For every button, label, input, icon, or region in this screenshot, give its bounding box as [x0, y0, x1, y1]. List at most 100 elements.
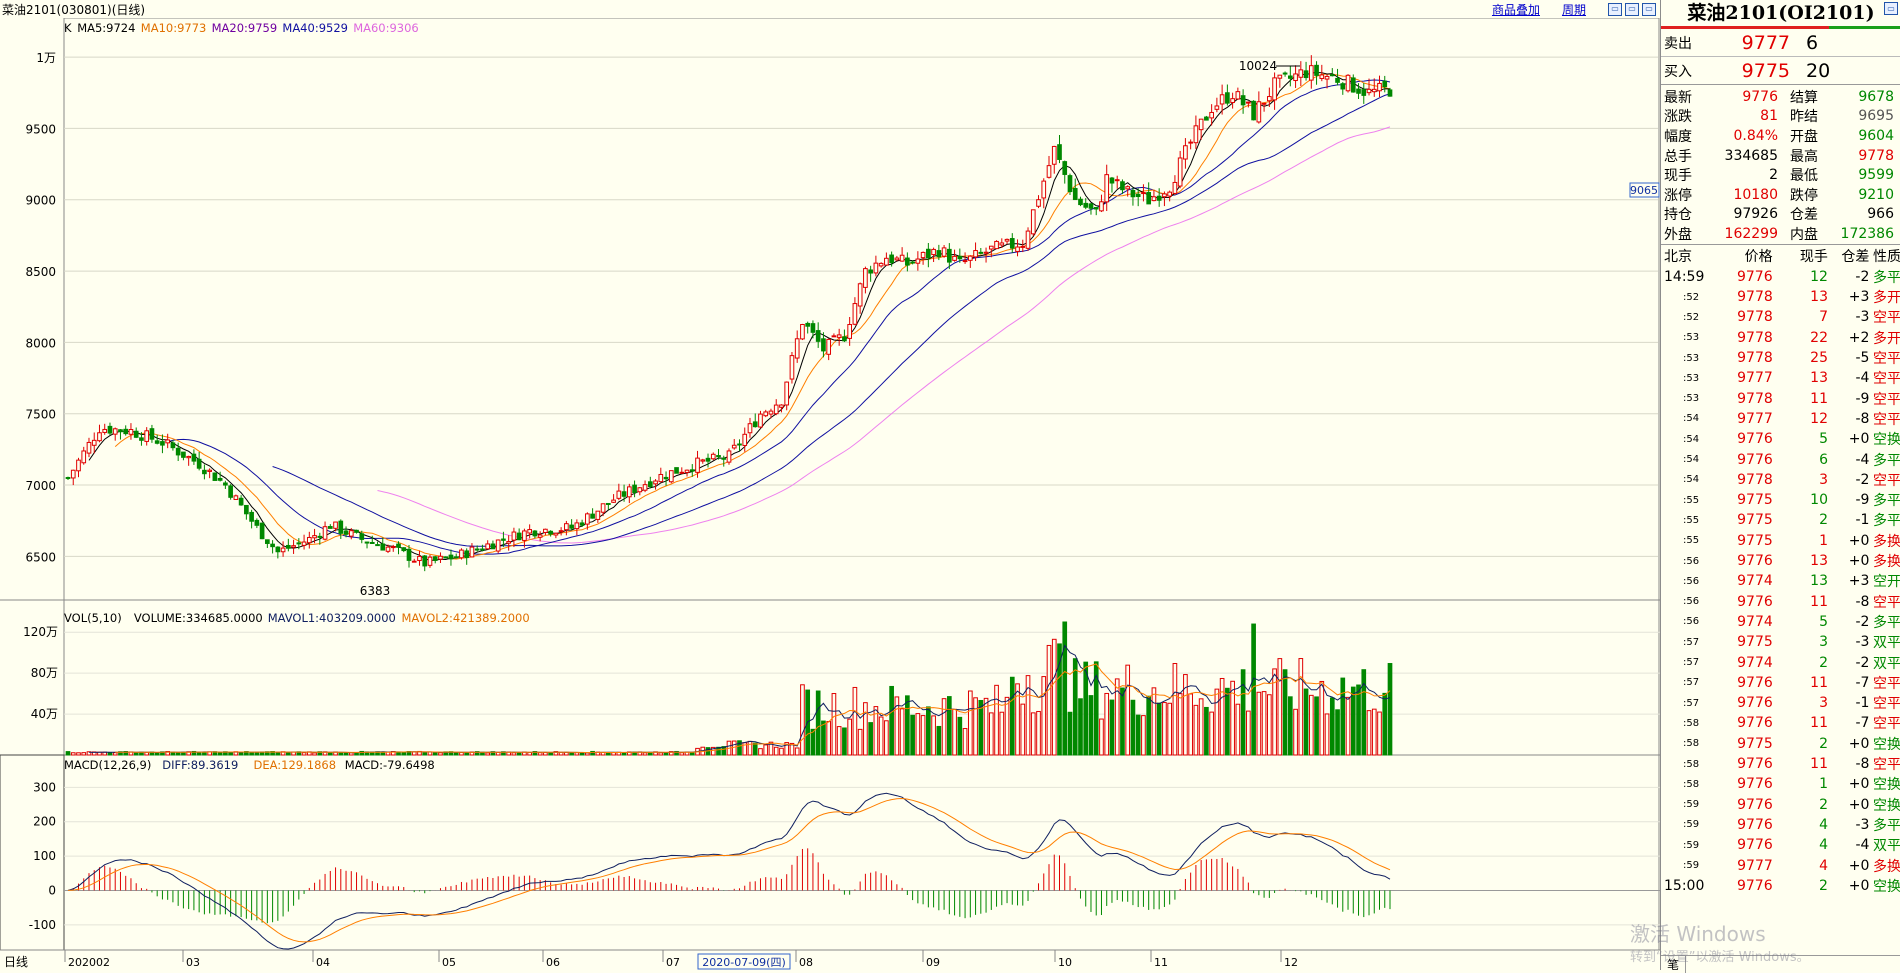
price-marker-label: 9065	[1630, 184, 1658, 197]
tick-qty: 4	[1819, 816, 1828, 833]
tick-header-price: 价格	[1744, 248, 1773, 265]
candle-body	[936, 250, 942, 258]
volume-bar	[107, 752, 113, 756]
tick-qty: 1	[1819, 532, 1828, 549]
layout1-icon[interactable]: ▭	[1608, 2, 1622, 16]
overlay-goods-link[interactable]: 商品叠加	[1491, 2, 1540, 17]
kline-chart[interactable]: 1万 9500 9000 8500 8000 7500 7000 6500 K MA5:9724 M…	[0, 18, 1660, 970]
volume-bar	[1130, 699, 1136, 756]
candle-body	[941, 247, 947, 257]
tick-time: :55	[1683, 514, 1700, 526]
volume-bar	[432, 752, 438, 756]
volume-bar	[1146, 695, 1152, 756]
volume-bar	[1046, 644, 1052, 756]
period-link[interactable]: 周期	[1561, 2, 1586, 17]
candle-body	[600, 503, 606, 513]
tick-type: 多平	[1873, 817, 1900, 834]
candle-body	[233, 495, 239, 500]
tick-type: 空平	[1873, 757, 1900, 774]
candle-body	[1030, 209, 1036, 235]
kline-chart-area[interactable]: 1万 9500 9000 8500 8000 7500 7000 6500 K MA5:9724 M…	[0, 18, 1660, 970]
layout3-icon[interactable]: ▭	[1642, 2, 1656, 16]
layout2-icon[interactable]: ▭	[1625, 2, 1639, 16]
candle-body	[1167, 191, 1173, 197]
tick-price: 9777	[1737, 370, 1773, 387]
volume-bar	[485, 752, 491, 756]
candle-body	[1177, 157, 1183, 187]
volume-bar	[1361, 669, 1367, 756]
price-tick-label: 6500	[25, 550, 56, 564]
candle-body	[962, 260, 968, 263]
tick-price: 9776	[1737, 593, 1773, 610]
tick-row: :59 9776 4 -4 双平	[1661, 835, 1900, 855]
volume-bar	[789, 742, 795, 756]
restore-icon[interactable]: ▭	[1884, 2, 1898, 15]
tick-list[interactable]: 14:59 9776 12 -2 多平:52 9778 13 +3 多开:52 9778 7 -3 空平…	[1661, 267, 1900, 896]
ask-volume: 6	[1806, 31, 1819, 54]
volume-legend-item: MAVOL1:403209.0000	[268, 611, 396, 625]
volume-bar	[1067, 711, 1073, 756]
candle-body	[249, 511, 254, 522]
tick-oi: -7	[1855, 674, 1870, 691]
candle-body	[910, 261, 915, 264]
tick-qty: 3	[1819, 695, 1828, 712]
tick-type: 空换	[1873, 736, 1900, 753]
candle-body	[160, 441, 165, 446]
candle-body	[97, 432, 102, 442]
candle-body	[1062, 161, 1068, 175]
macd-tick-label: 300	[33, 780, 56, 794]
candle-body	[689, 469, 695, 472]
volume-bar	[123, 751, 129, 756]
quote-title: 菜油2101(OI2101) ▭	[1661, 0, 1900, 26]
candle-body	[427, 556, 433, 566]
tick-type: 多换	[1873, 858, 1900, 875]
candle-body	[343, 530, 349, 535]
volume-bar	[1204, 706, 1209, 756]
tick-oi: -3	[1855, 309, 1870, 326]
tick-type: 多平	[1873, 493, 1900, 510]
stat-value: 9778	[1858, 147, 1894, 164]
tick-time: :55	[1683, 494, 1700, 506]
stat-label: 仓差	[1790, 207, 1818, 224]
candle-body	[926, 248, 931, 259]
tick-oi: +3	[1848, 289, 1870, 306]
candle-body	[1345, 74, 1351, 92]
tick-type: 多平	[1873, 513, 1900, 530]
price-legend-item: MA60:9306	[353, 21, 419, 35]
volume-bar	[889, 685, 894, 756]
tick-row: :55 9775 1 +0 多换	[1661, 531, 1900, 551]
tick-price: 9776	[1737, 451, 1773, 468]
volume-bar	[1120, 687, 1125, 756]
activation-watermark: 激活 Windows	[1630, 922, 1766, 946]
tab-ticks[interactable]: 笔	[1661, 956, 1687, 973]
stat-value: 0.84%	[1733, 127, 1778, 144]
tick-qty: 22	[1810, 329, 1828, 346]
bottom-tabs: 笔	[1661, 955, 1900, 973]
tick-qty: 10	[1810, 492, 1828, 509]
volume-bar	[1004, 696, 1010, 756]
volume-bar	[1267, 694, 1272, 756]
candle-body	[244, 504, 249, 515]
tick-qty: 4	[1819, 837, 1828, 854]
candle-body	[417, 555, 422, 562]
volume-bar	[422, 752, 428, 756]
tick-row: :59 9777 4 +0 多换	[1661, 855, 1900, 875]
candle-body	[1051, 145, 1057, 165]
stat-label: 总手	[1664, 148, 1692, 165]
volume-bar	[747, 740, 753, 756]
bid-ask-block: 卖出 9777 6 买入 9775 20	[1661, 29, 1900, 85]
candle-body	[1004, 238, 1010, 242]
volume-bar	[983, 697, 989, 756]
volume-bar	[1051, 638, 1057, 756]
candle-body	[863, 268, 868, 288]
candle-body	[91, 439, 97, 446]
candle-body	[469, 546, 475, 558]
volume-bar	[175, 752, 181, 756]
volume-bar	[758, 748, 763, 756]
candle-body	[684, 469, 690, 473]
bid-volume: 20	[1806, 59, 1831, 82]
candle-body	[1235, 91, 1241, 100]
candle-body	[1135, 193, 1141, 198]
candle-body	[1093, 206, 1099, 210]
tick-header-oi: 仓差	[1841, 248, 1870, 265]
